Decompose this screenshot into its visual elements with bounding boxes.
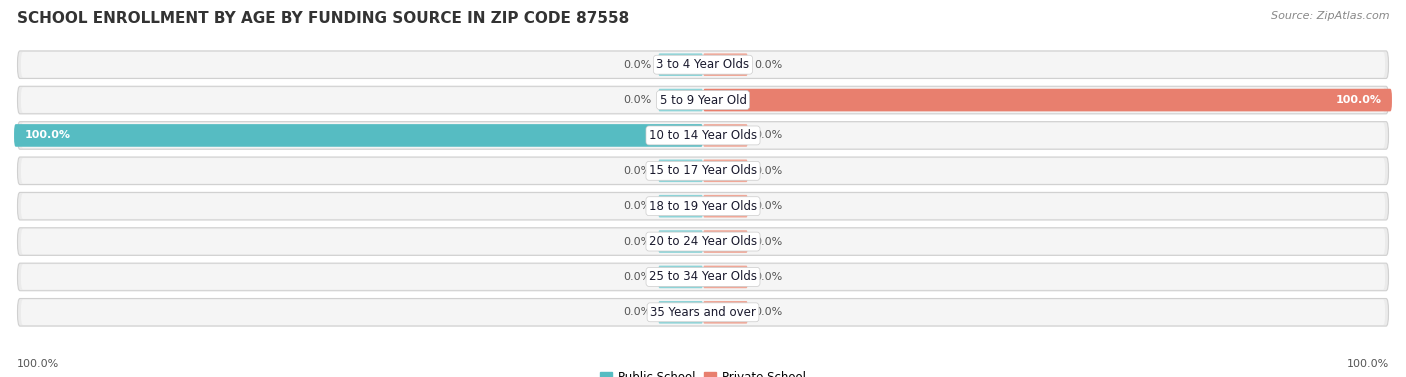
FancyBboxPatch shape <box>21 52 1385 77</box>
FancyBboxPatch shape <box>658 266 703 288</box>
Text: 0.0%: 0.0% <box>623 60 651 70</box>
FancyBboxPatch shape <box>21 264 1385 290</box>
Text: 100.0%: 100.0% <box>17 359 59 369</box>
FancyBboxPatch shape <box>17 299 1389 326</box>
Text: 0.0%: 0.0% <box>623 236 651 247</box>
FancyBboxPatch shape <box>17 51 1389 78</box>
FancyBboxPatch shape <box>658 195 703 218</box>
Text: 0.0%: 0.0% <box>755 166 783 176</box>
Text: 15 to 17 Year Olds: 15 to 17 Year Olds <box>650 164 756 177</box>
Legend: Public School, Private School: Public School, Private School <box>595 366 811 377</box>
FancyBboxPatch shape <box>658 159 703 182</box>
Text: 10 to 14 Year Olds: 10 to 14 Year Olds <box>650 129 756 142</box>
Text: 0.0%: 0.0% <box>623 95 651 105</box>
FancyBboxPatch shape <box>21 300 1385 325</box>
Text: 0.0%: 0.0% <box>623 166 651 176</box>
Text: 0.0%: 0.0% <box>755 307 783 317</box>
Text: 100.0%: 100.0% <box>1336 95 1382 105</box>
FancyBboxPatch shape <box>658 230 703 253</box>
FancyBboxPatch shape <box>21 229 1385 254</box>
FancyBboxPatch shape <box>21 123 1385 148</box>
FancyBboxPatch shape <box>21 158 1385 184</box>
FancyBboxPatch shape <box>17 86 1389 114</box>
Text: 25 to 34 Year Olds: 25 to 34 Year Olds <box>650 270 756 284</box>
FancyBboxPatch shape <box>17 122 1389 149</box>
FancyBboxPatch shape <box>703 159 748 182</box>
Text: 35 Years and over: 35 Years and over <box>650 306 756 319</box>
Text: 0.0%: 0.0% <box>755 236 783 247</box>
FancyBboxPatch shape <box>17 228 1389 255</box>
Text: 0.0%: 0.0% <box>755 201 783 211</box>
FancyBboxPatch shape <box>658 54 703 76</box>
FancyBboxPatch shape <box>658 89 703 111</box>
FancyBboxPatch shape <box>703 54 748 76</box>
Text: 0.0%: 0.0% <box>623 307 651 317</box>
Text: 3 to 4 Year Olds: 3 to 4 Year Olds <box>657 58 749 71</box>
FancyBboxPatch shape <box>14 124 703 147</box>
Text: SCHOOL ENROLLMENT BY AGE BY FUNDING SOURCE IN ZIP CODE 87558: SCHOOL ENROLLMENT BY AGE BY FUNDING SOUR… <box>17 11 628 26</box>
Text: 18 to 19 Year Olds: 18 to 19 Year Olds <box>650 200 756 213</box>
FancyBboxPatch shape <box>703 230 748 253</box>
FancyBboxPatch shape <box>703 124 748 147</box>
Text: 100.0%: 100.0% <box>1347 359 1389 369</box>
FancyBboxPatch shape <box>21 193 1385 219</box>
Text: 0.0%: 0.0% <box>755 272 783 282</box>
FancyBboxPatch shape <box>703 266 748 288</box>
Text: 0.0%: 0.0% <box>755 60 783 70</box>
FancyBboxPatch shape <box>703 89 1392 111</box>
FancyBboxPatch shape <box>21 87 1385 113</box>
FancyBboxPatch shape <box>17 157 1389 185</box>
Text: 20 to 24 Year Olds: 20 to 24 Year Olds <box>650 235 756 248</box>
FancyBboxPatch shape <box>17 263 1389 291</box>
Text: 0.0%: 0.0% <box>623 201 651 211</box>
FancyBboxPatch shape <box>658 301 703 323</box>
FancyBboxPatch shape <box>17 192 1389 220</box>
Text: 0.0%: 0.0% <box>755 130 783 141</box>
Text: 5 to 9 Year Old: 5 to 9 Year Old <box>659 93 747 107</box>
Text: Source: ZipAtlas.com: Source: ZipAtlas.com <box>1271 11 1389 21</box>
Text: 0.0%: 0.0% <box>623 272 651 282</box>
FancyBboxPatch shape <box>703 195 748 218</box>
FancyBboxPatch shape <box>703 301 748 323</box>
Text: 100.0%: 100.0% <box>24 130 70 141</box>
